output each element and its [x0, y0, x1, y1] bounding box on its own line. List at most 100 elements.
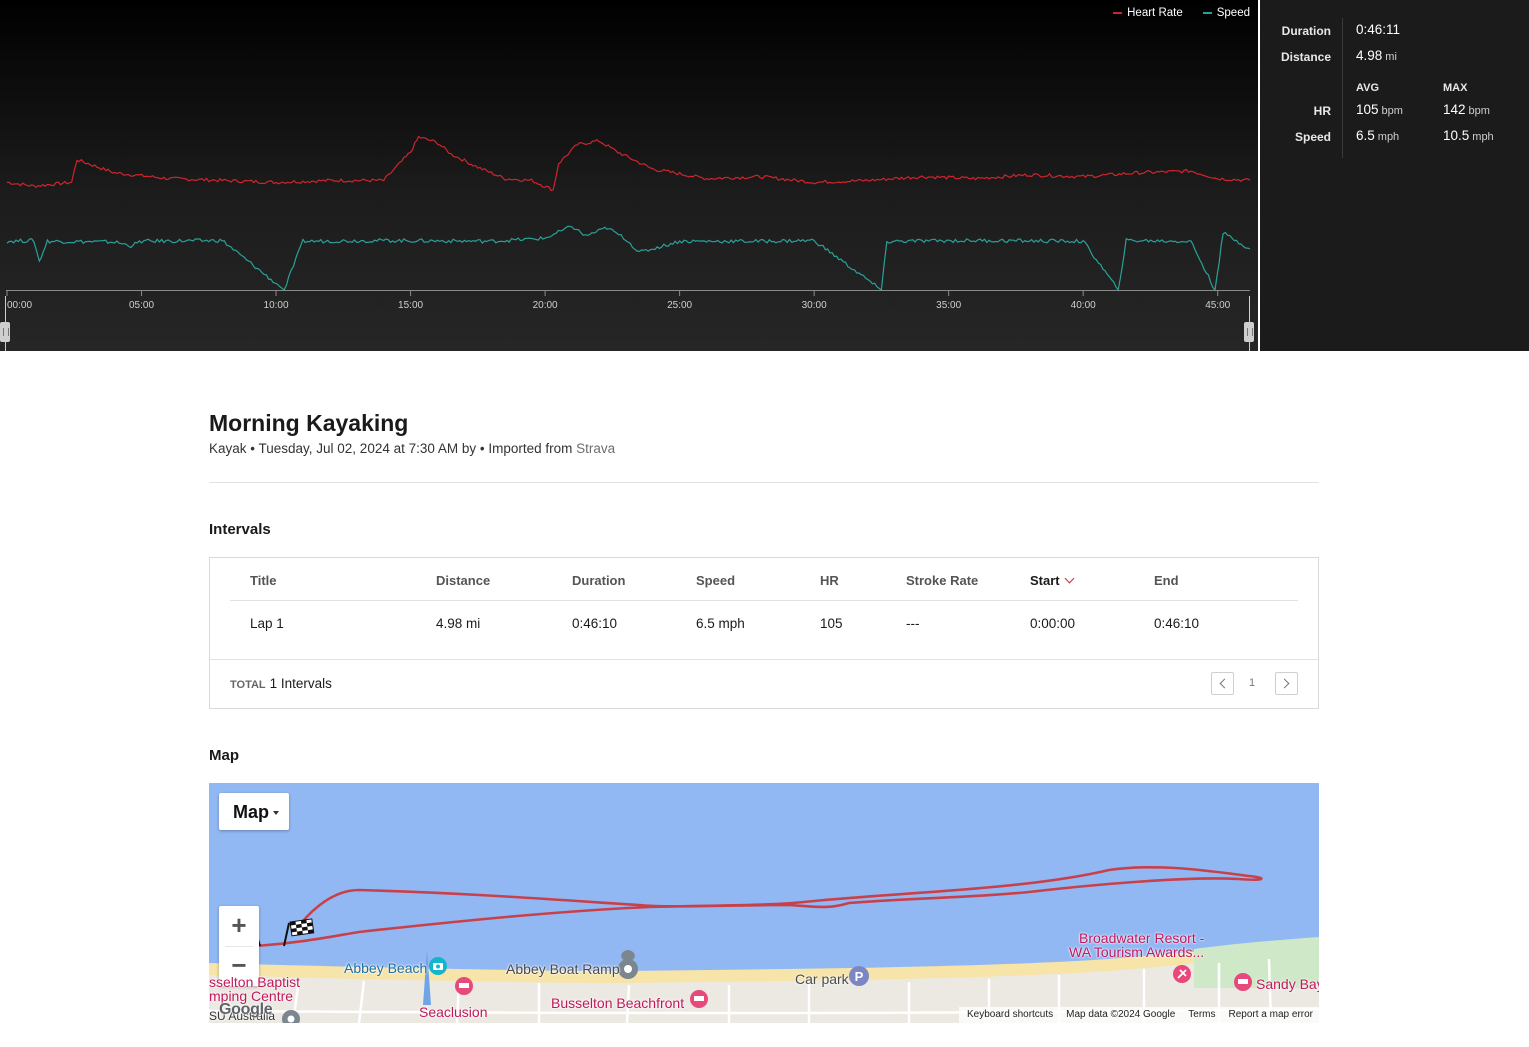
x-tick-label: 25:00	[667, 300, 692, 311]
speed-max-value: 10.5 mph	[1443, 128, 1494, 143]
strava-link[interactable]: Strava	[576, 441, 616, 456]
land-area	[209, 943, 1319, 1023]
gray-pin-icon	[282, 1010, 300, 1023]
col-hr[interactable]: HR	[820, 573, 839, 588]
map-heading: Map	[209, 747, 239, 764]
total-label: TOTAL	[230, 679, 266, 691]
place-busselton-beachfront[interactable]: Busselton Beachfront	[551, 995, 685, 1011]
cell-speed: 6.5 mph	[696, 616, 745, 631]
activity-meta: Kayak • Tuesday, Jul 02, 2024 at 7:30 AM…	[209, 441, 577, 456]
page-number[interactable]: 1	[1249, 677, 1256, 689]
place-seaclusion[interactable]: Seaclusion	[419, 1004, 488, 1020]
hotel-pin-icon	[690, 990, 708, 1008]
place-sandy-bay[interactable]: Sandy Bay	[1256, 976, 1319, 992]
activity-title: Morning Kayaking	[209, 410, 409, 436]
caret-down-icon	[273, 811, 279, 815]
speed-swatch	[1202, 12, 1212, 14]
distance-value: 4.98 mi	[1356, 48, 1397, 63]
zoom-in-button[interactable]: +	[231, 910, 247, 940]
hr-avg-number: 105	[1356, 102, 1379, 117]
heart-rate-speed-chart[interactable]: 00:00 05:00 10:00 15:00 20:00 25:00 30:00 35:00…	[0, 0, 1258, 351]
total-value: 1 Intervals	[269, 676, 332, 691]
header-divider	[209, 482, 1319, 483]
hr-max-number: 142	[1443, 102, 1466, 117]
place-camping-centre[interactable]: mping Centre	[209, 988, 294, 1004]
terms-link[interactable]: Terms	[1188, 1009, 1216, 1020]
place-su-australia[interactable]: SU Australia	[209, 1009, 276, 1023]
heart-rate-swatch	[1113, 12, 1123, 14]
duration-label: Duration	[1281, 24, 1331, 38]
finish-flag-icon	[283, 918, 315, 947]
place-broadwater-resort[interactable]: Broadwater Resort -	[1079, 930, 1205, 946]
x-tick-label: 45:00	[1205, 300, 1230, 311]
place-abbey-boat-ramp[interactable]: Abbey Boat Ramp	[506, 961, 620, 977]
cell-distance: 4.98 mi	[436, 616, 481, 631]
col-end[interactable]: End	[1154, 573, 1179, 588]
chevron-right-icon	[1279, 678, 1290, 689]
hr-label: HR	[1313, 104, 1331, 118]
range-start-handle[interactable]	[0, 322, 10, 342]
x-tick-label: 10:00	[264, 300, 289, 311]
col-distance[interactable]: Distance	[436, 573, 491, 588]
hotel-pin-icon	[1234, 973, 1252, 991]
prev-page-button[interactable]	[1211, 672, 1234, 695]
sort-desc-icon	[1064, 573, 1075, 584]
footer-rule	[210, 659, 1318, 660]
distance-unit: mi	[1385, 51, 1397, 63]
map-data-text: Map data ©2024 Google	[1066, 1009, 1176, 1020]
parking-pin-icon: P	[849, 966, 869, 986]
col-duration[interactable]: Duration	[572, 573, 626, 588]
x-tick-label: 20:00	[533, 300, 558, 311]
park-area	[1194, 937, 1319, 988]
intervals-table: Title Distance Duration Speed HR Stroke …	[209, 557, 1319, 709]
stats-divider	[1342, 18, 1343, 158]
route-track	[255, 865, 1263, 948]
jetty	[423, 949, 431, 1005]
place-baptist-camping[interactable]: sselton Baptist	[209, 974, 301, 990]
range-end-handle[interactable]	[1244, 322, 1254, 342]
x-tick-label: 05:00	[129, 300, 154, 311]
stats-panel: Duration 0:46:11 Distance 4.98 mi AVG MAX…	[1260, 0, 1529, 351]
camera-pin-icon	[429, 957, 447, 975]
next-page-button[interactable]	[1275, 672, 1298, 695]
speed-avg-unit: mph	[1377, 131, 1400, 143]
zoom-out-button[interactable]: −	[231, 950, 247, 980]
col-speed[interactable]: Speed	[696, 573, 736, 588]
hr-avg-unit: bpm	[1381, 105, 1403, 117]
place-car-park[interactable]: Car park	[795, 971, 849, 987]
place-wa-tourism-awards[interactable]: WA Tourism Awards...	[1069, 944, 1205, 960]
keyboard-shortcuts-link[interactable]: Keyboard shortcuts	[966, 1009, 1054, 1020]
report-map-error-link[interactable]: Report a map error	[1228, 1009, 1313, 1020]
cell-hr: 105	[820, 616, 843, 631]
col-start[interactable]: Start	[1030, 573, 1075, 588]
chevron-left-icon	[1219, 678, 1230, 689]
cell-duration: 0:46:10	[572, 616, 618, 631]
speed-line	[6, 225, 1251, 292]
activity-subtitle: Kayak • Tuesday, Jul 02, 2024 at 7:30 AM…	[209, 441, 615, 456]
hr-max-value: 142 bpm	[1443, 102, 1490, 117]
beach-strip	[209, 940, 1319, 983]
zoom-control: + −	[219, 906, 259, 986]
legend-heart-rate[interactable]: Heart Rate	[1113, 7, 1183, 19]
map-type-button[interactable]: Map	[219, 793, 289, 830]
cell-end: 0:46:10	[1154, 616, 1200, 631]
zoom-separator	[225, 946, 253, 947]
heart-rate-line	[7, 135, 1251, 192]
intervals-total: TOTAL 1 Intervals	[230, 676, 332, 691]
x-tick-label: 35:00	[936, 300, 961, 311]
place-abbey-beach[interactable]: Abbey Beach	[344, 960, 428, 976]
x-tick-label: 15:00	[398, 300, 423, 311]
col-title[interactable]: Title	[250, 573, 277, 588]
route-map[interactable]: P Map + − Abbey Beach Abbey Boat Ramp Ca…	[209, 783, 1319, 1023]
legend-speed[interactable]: Speed	[1202, 7, 1250, 19]
x-tick-label: 30:00	[802, 300, 827, 311]
chart-legend: Heart Rate Speed	[1113, 7, 1250, 19]
col-stroke-rate[interactable]: Stroke Rate	[906, 573, 979, 588]
speed-max-number: 10.5	[1443, 128, 1470, 143]
map-type-label: Map	[233, 802, 269, 822]
cell-stroke-rate: ---	[906, 616, 920, 631]
svg-text:P: P	[855, 969, 864, 984]
legend-heart-rate-label: Heart Rate	[1127, 7, 1183, 19]
chart-canvas: 00:00 05:00 10:00 15:00 20:00 25:00 30:00 35:00…	[6, 135, 1251, 311]
legend-speed-label: Speed	[1216, 7, 1250, 19]
